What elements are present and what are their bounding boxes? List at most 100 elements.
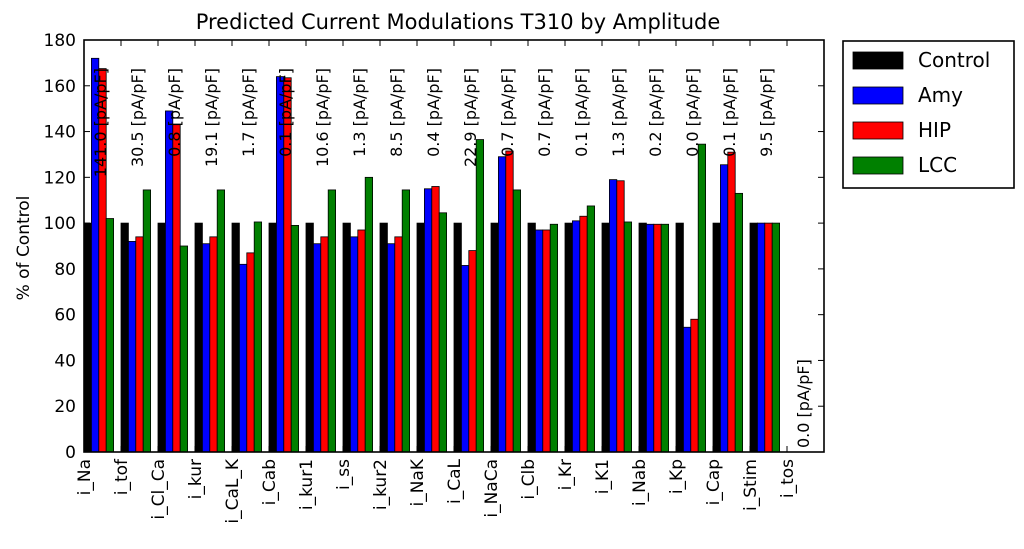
bar-control-i_kp — [675, 222, 684, 453]
value-annotation: 19.1 [pA/pF] — [202, 68, 221, 167]
bars-layer — [83, 57, 781, 453]
y-tick-label: 40 — [54, 351, 76, 371]
y-tick-label: 160 — [44, 77, 76, 97]
bar-lcc-i_stim — [771, 222, 781, 453]
bar-hip-i_kur2 — [394, 236, 403, 453]
bar-amy-i_nab — [646, 223, 655, 453]
bar-hip-i_stim — [764, 222, 773, 453]
bar-lcc-i_nak — [438, 212, 448, 453]
x-tick-label: i_kur1 — [297, 459, 317, 510]
bar-lcc-i_cab — [290, 224, 300, 453]
bar-amy-i_cl_ca — [164, 110, 174, 453]
bar-control-i_ss — [342, 222, 351, 453]
x-tick-label: i_Na — [75, 459, 95, 495]
y-axis: 0 20 40 60 80 100 120 140 160 180 — [44, 31, 824, 463]
bar-lcc-i_tof — [142, 189, 151, 453]
bar-amy-i_cap — [720, 164, 729, 453]
x-tick-label: i_tos — [778, 459, 798, 498]
bar-amy-i_nak — [423, 188, 433, 453]
value-annotation: 9.5 [pA/pF] — [757, 68, 776, 157]
bar-lcc-i_clb — [549, 223, 559, 453]
bar-lcc-i_naca — [512, 189, 522, 453]
x-tick-label: i_NaCa — [482, 459, 502, 518]
bar-hip-i_kp — [690, 318, 699, 453]
bar-amy-i_naca — [497, 156, 507, 453]
x-tick-label: i_Cap — [704, 459, 724, 505]
legend-label-hip: HIP — [918, 118, 951, 142]
bar-hip-i_kur — [209, 236, 218, 453]
bar-amy-i_ss — [349, 236, 359, 453]
bar-control-i_nab — [638, 222, 647, 453]
y-tick-label: 80 — [54, 260, 76, 280]
y-tick-label: 60 — [54, 306, 76, 326]
value-annotation: 0.1 [pA/pF] — [572, 68, 591, 157]
legend-label-amy: Amy — [918, 83, 963, 107]
bar-amy-i_tof — [127, 241, 137, 453]
bar-hip-i_tof — [135, 236, 144, 453]
bar-lcc-i_kr — [586, 205, 596, 453]
legend-swatch-amy — [852, 86, 904, 105]
value-annotation: 10.6 [pA/pF] — [313, 68, 332, 167]
bar-lcc-i_na — [105, 218, 114, 453]
value-annotation: 30.5 [pA/pF] — [128, 68, 147, 167]
value-annotation: 0.4 [pA/pF] — [424, 68, 443, 157]
bar-hip-i_cl_ca — [172, 124, 181, 453]
value-annotation: 141.0 [pA/pF] — [91, 68, 110, 177]
bar-control-i_kr — [564, 222, 573, 453]
bar-hip-i_nak — [431, 186, 440, 453]
legend-label-lcc: LCC — [918, 153, 957, 177]
y-tick-label: 20 — [54, 397, 76, 417]
bar-control-i_cab — [268, 222, 277, 453]
bar-amy-i_cal — [460, 265, 470, 453]
value-annotation: 1.3 [pA/pF] — [609, 68, 628, 157]
legend: Control Amy HIP LCC — [842, 40, 1015, 189]
bar-control-i_naca — [490, 222, 499, 453]
bar-lcc-i_k1 — [623, 221, 633, 453]
x-tick-label: i_NaK — [408, 458, 428, 506]
bar-hip-i_kur1 — [320, 236, 329, 453]
bar-hip-i_nab — [653, 223, 662, 453]
y-tick-label: 120 — [44, 168, 76, 188]
bar-lcc-i_cal_k — [253, 221, 262, 453]
x-tick-label: i_Clb — [519, 459, 539, 500]
legend-swatch-lcc — [852, 156, 904, 175]
bar-lcc-i_ss — [364, 176, 374, 453]
x-tick-label: i_CaL — [445, 458, 465, 504]
x-tick-label: i_Kr — [556, 459, 576, 490]
bar-control-i_cap — [712, 222, 721, 453]
x-tick-label: i_Stim — [741, 459, 761, 511]
bar-hip-i_cal_k — [246, 252, 255, 453]
bar-hip-i_clb — [542, 229, 551, 453]
x-tick-label: i_kur — [186, 459, 206, 499]
y-tick-label: 140 — [44, 123, 76, 143]
value-annotation: 1.3 [pA/pF] — [350, 68, 369, 157]
x-tick-label: i_Cl_Ca — [149, 459, 169, 520]
legend-swatch-control — [852, 51, 904, 70]
bar-lcc-i_nab — [660, 223, 670, 453]
value-annotation: 0.1 [pA/pF] — [276, 68, 295, 157]
x-tick-label: i_kur2 — [371, 459, 391, 510]
value-annotation: 0.2 [pA/pF] — [646, 68, 665, 157]
bar-amy-i_kur1 — [312, 243, 322, 453]
bar-amy-i_kur2 — [386, 243, 396, 453]
value-annotation: 0.0 [pA/pF] — [683, 68, 702, 157]
bar-hip-i_naca — [505, 150, 514, 453]
bar-control-i_tof — [120, 222, 129, 453]
bar-lcc-i_kur1 — [327, 189, 337, 453]
y-tick-label: 180 — [44, 31, 76, 51]
bar-control-i_kur — [194, 222, 203, 453]
x-tick-label: i_Cab — [260, 459, 280, 505]
bar-hip-i_ss — [357, 229, 366, 453]
bar-amy-i_clb — [535, 229, 544, 453]
bar-control-i_kur2 — [379, 222, 388, 453]
bar-amy-i_kur — [201, 243, 211, 453]
legend-label-control: Control — [918, 48, 990, 72]
value-annotation: 0.8 [pA/pF] — [165, 68, 184, 157]
bar-lcc-i_cl_ca — [179, 245, 188, 453]
bar-hip-i_k1 — [616, 180, 625, 453]
bar-lcc-i_cap — [734, 192, 744, 453]
bar-control-i_na — [83, 222, 92, 453]
value-annotation: 0.7 [pA/pF] — [535, 68, 554, 157]
legend-swatch-hip — [852, 121, 904, 140]
